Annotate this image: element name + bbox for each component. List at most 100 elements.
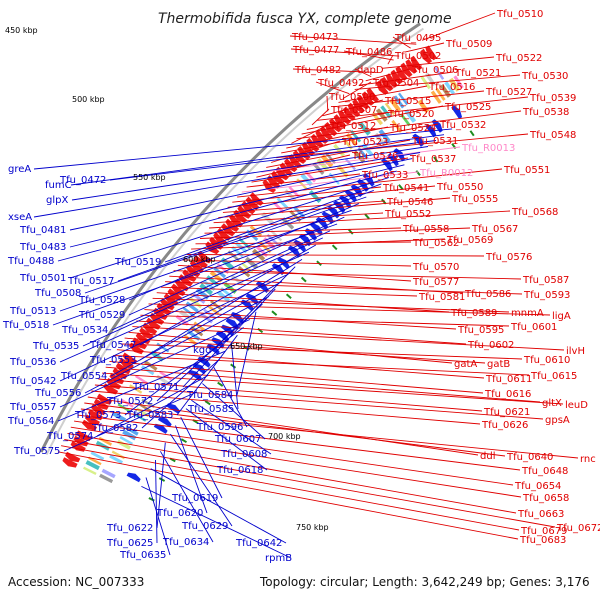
genome-backbone-arc	[39, 22, 421, 453]
gene-label-tfu_0538: Tfu_0538	[522, 107, 569, 118]
forward-feature-arrow	[361, 91, 375, 106]
gene-label-tfu_0625: Tfu_0625	[106, 538, 153, 549]
gc-tick	[271, 310, 278, 316]
gene-label-leader	[91, 390, 481, 425]
gene-label-tfu_r0012: Tfu_R0012	[419, 168, 473, 179]
gene-label-leader	[202, 383, 266, 440]
gene-label-tfu_0589: Tfu_0589	[450, 308, 497, 319]
gene-label-tfu_0510: Tfu_0510	[496, 9, 543, 20]
gene-label-tfu_0526: Tfu_0526	[351, 151, 398, 162]
cog-outer-band-block	[434, 66, 445, 80]
gene-label-leader	[117, 189, 374, 282]
gene-label-leader	[241, 171, 419, 193]
gene-label-leader	[338, 85, 428, 103]
gene-label-tfu_0520: Tfu_0520	[387, 109, 434, 120]
gene-label-leader	[57, 170, 397, 262]
cog-inner-band-block	[119, 436, 133, 445]
gene-label-leader	[141, 485, 292, 559]
cog-inner-band-block	[357, 147, 369, 160]
gene-label-leud: leuD	[565, 400, 588, 411]
gene-label-leader	[98, 378, 483, 412]
cog-outer-band-block	[350, 130, 362, 143]
cog-inner-band-block	[200, 312, 213, 324]
gene-label-leader	[306, 112, 387, 130]
genome-backbone-shadow	[45, 27, 424, 456]
forward-feature-arrow	[65, 451, 81, 463]
gene-label-tfu_0571: Tfu_0571	[132, 382, 179, 393]
gene-label-leader	[421, 12, 496, 41]
gene-label-leader	[105, 366, 541, 403]
gc-tick	[415, 170, 421, 177]
gene-label-tfu_0550: Tfu_0550	[436, 182, 483, 193]
gene-label-leader	[227, 185, 436, 208]
gene-label-tfu_0539: Tfu_0539	[529, 93, 576, 104]
gene-label-leader	[175, 425, 208, 514]
gc-tick	[433, 156, 439, 163]
forward-feature-arrow	[221, 223, 236, 237]
gene-label-leader	[251, 157, 409, 183]
forward-feature-arrow	[410, 55, 423, 71]
gene-label-leader	[204, 227, 402, 234]
gene-label-leader	[111, 230, 331, 331]
cog-outer-band-block	[112, 411, 127, 422]
gene-label-tfu_0595: Tfu_0595	[457, 325, 504, 336]
forward-feature-arrow	[73, 435, 89, 447]
gene-label-leader	[59, 251, 310, 363]
gene-label-tfu_0584: Tfu_0584	[186, 390, 233, 401]
gene-label-tfu_0583: Tfu_0583	[126, 410, 173, 421]
gene-label-tfu_0551: Tfu_0551	[503, 165, 550, 176]
cog-inner-band-block	[289, 210, 302, 222]
gene-label-tfu_0524: Tfu_0524	[389, 123, 436, 134]
gc-tick	[230, 363, 237, 369]
forward-feature-arrow	[139, 327, 154, 340]
forward-feature-arrow	[146, 317, 161, 330]
gene-label-leader	[170, 433, 233, 527]
cog-inner-band-block	[378, 129, 391, 143]
cog-inner-band-block	[237, 265, 251, 278]
cog-outer-band-block	[276, 197, 289, 210]
gene-label-leader	[124, 326, 244, 416]
gc-tick	[300, 276, 307, 283]
gc-tick	[204, 400, 211, 406]
gene-label-tfu_0473: Tfu_0473	[291, 32, 338, 43]
gene-label-tfu_0548: Tfu_0548	[529, 130, 576, 141]
gene-label-tfu_0620: Tfu_0620	[156, 508, 203, 519]
cog-outer-band-block	[90, 451, 105, 461]
gene-label-tfu_0519: Tfu_0519	[114, 257, 161, 268]
left-label-lines	[33, 128, 453, 559]
gene-label-leader	[290, 48, 400, 57]
cog-inner-band-block	[223, 282, 237, 294]
gene-label-tfu_0531: Tfu_0531	[411, 136, 458, 147]
gene-label-tfu_0555: Tfu_0555	[451, 194, 498, 205]
cog-outer-band-block	[398, 92, 409, 106]
cog-inner-band-block	[259, 241, 272, 254]
kbp-tick-label: 750 kbp	[296, 523, 329, 532]
forward-feature-arrow	[156, 302, 172, 316]
gene-label-leader	[354, 68, 372, 78]
gene-label-leader	[84, 196, 367, 294]
gene-label-gltx: gltX	[542, 398, 562, 409]
forward-feature-arrow	[62, 457, 78, 468]
gene-label-tfu_0530: Tfu_0530	[521, 71, 568, 82]
forward-feature-arrow	[213, 232, 228, 246]
gene-label-tfu_0513: Tfu_0513	[9, 306, 56, 317]
gene-label-leader	[296, 110, 522, 140]
gene-label-kgd: kgd	[193, 345, 212, 356]
gene-label-leader	[213, 212, 384, 224]
gene-label-tfu_0564: Tfu_0564	[7, 416, 54, 427]
gene-label-leader	[94, 384, 544, 420]
gene-label-tfu_0483: Tfu_0483	[19, 242, 66, 253]
cog-outer-band-block	[341, 137, 353, 150]
forward-feature-arrow	[266, 175, 281, 189]
forward-feature-arrow	[395, 66, 408, 81]
forward-feature-arrow	[112, 367, 128, 380]
gene-label-glpx: glpX	[46, 195, 68, 206]
cog-outer-band-block	[88, 456, 102, 466]
gene-label-leader	[266, 139, 411, 168]
gene-label-tfu_0602: Tfu_0602	[467, 340, 514, 351]
cog-outer-band-block	[95, 440, 110, 451]
forward-feature-arrow	[376, 80, 389, 95]
forward-feature-arrow	[119, 357, 134, 370]
cog-inner-band-block	[141, 398, 155, 408]
